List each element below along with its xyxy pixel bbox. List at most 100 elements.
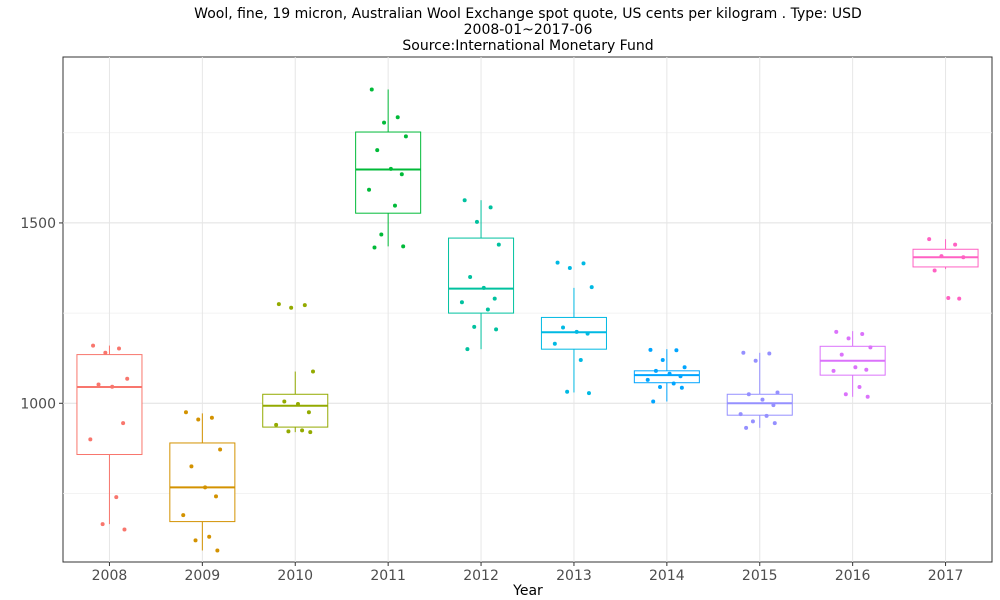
data-point: [103, 350, 108, 355]
chart-title-line-2: 2008-01~2017-06: [464, 22, 593, 38]
data-point: [746, 392, 751, 397]
box-group-2012: [448, 198, 515, 352]
data-point: [744, 425, 749, 430]
data-point: [196, 417, 201, 422]
data-point: [388, 166, 393, 171]
data-point: [494, 327, 499, 332]
data-point: [203, 485, 208, 490]
data-point: [369, 87, 374, 92]
data-point: [367, 187, 372, 192]
data-point: [868, 345, 873, 350]
data-point: [207, 534, 212, 539]
data-point: [771, 403, 776, 408]
data-point: [392, 203, 397, 208]
x-tick-label: 2014: [649, 568, 685, 584]
x-tick-label: 2009: [185, 568, 221, 584]
data-point: [481, 285, 486, 290]
data-point: [125, 376, 130, 381]
data-point: [282, 399, 287, 404]
data-point: [775, 390, 780, 395]
x-axis: 2008 2009 2010 2011 2012 2013 2014 2015 2016 2017: [92, 562, 963, 584]
data-point: [306, 410, 311, 415]
box: [355, 131, 422, 214]
data-point: [465, 347, 470, 352]
data-point: [679, 385, 684, 390]
data-point: [831, 368, 836, 373]
data-point: [843, 392, 848, 397]
box: [169, 442, 236, 523]
data-point: [932, 268, 937, 273]
y-axis: 1000 1500: [20, 216, 63, 412]
data-point: [946, 295, 951, 300]
data-point: [492, 296, 497, 301]
y-tick-label: 1000: [20, 396, 56, 412]
data-point: [857, 385, 862, 390]
data-point: [834, 329, 839, 334]
data-point: [581, 261, 586, 266]
box: [76, 354, 143, 456]
data-point: [209, 415, 214, 420]
chart-title-line-3: Source:International Monetary Fund: [402, 38, 653, 54]
data-point: [274, 422, 279, 427]
data-point: [468, 275, 473, 280]
data-point: [653, 368, 658, 373]
data-point: [586, 391, 591, 396]
data-point: [860, 332, 865, 337]
data-point: [660, 358, 665, 362]
data-point: [567, 266, 572, 271]
data-point: [760, 397, 765, 402]
data-point: [395, 115, 400, 120]
data-point: [741, 350, 746, 355]
data-point: [753, 358, 758, 363]
data-point: [117, 346, 122, 351]
box-groups: [76, 87, 979, 553]
data-point: [671, 381, 676, 386]
data-point: [189, 464, 194, 469]
data-point: [767, 351, 772, 356]
data-point: [300, 428, 305, 433]
data-point: [462, 198, 467, 203]
data-point: [276, 302, 281, 307]
data-point: [379, 232, 384, 237]
data-point: [183, 410, 188, 415]
x-tick-label: 2011: [370, 568, 406, 584]
box-group-2014: [633, 347, 700, 404]
data-point: [295, 402, 300, 407]
box-group-2009: [169, 410, 236, 553]
box-group-2008: [76, 343, 143, 532]
data-point: [574, 329, 579, 334]
box-group-2016: [819, 329, 886, 399]
data-point: [648, 347, 653, 352]
data-point: [578, 358, 583, 362]
box: [262, 393, 329, 428]
data-point: [658, 385, 663, 390]
data-point: [193, 538, 198, 543]
box-group-2010: [262, 302, 329, 435]
data-point: [218, 447, 223, 452]
data-point: [565, 389, 570, 394]
x-tick-label: 2012: [463, 568, 499, 584]
data-point: [552, 341, 557, 346]
box-group-2011: [355, 87, 422, 250]
data-point: [401, 244, 406, 249]
x-tick-label: 2010: [277, 568, 313, 584]
box: [633, 370, 700, 384]
data-point: [311, 369, 316, 374]
data-point: [678, 374, 683, 379]
data-point: [215, 548, 220, 553]
data-point: [122, 527, 127, 532]
data-point: [181, 513, 186, 518]
box: [540, 316, 607, 350]
data-point: [772, 421, 777, 426]
box-group-2015: [726, 350, 793, 430]
data-point: [839, 352, 844, 357]
box-group-2013: [540, 260, 607, 396]
x-axis-label: Year: [512, 583, 543, 599]
data-point: [375, 148, 380, 153]
data-point: [667, 371, 672, 376]
data-point: [121, 421, 126, 426]
chart-title-line-1: Wool, fine, 19 micron, Australian Wool E…: [194, 6, 862, 22]
data-point: [853, 365, 858, 370]
data-point: [382, 120, 387, 125]
